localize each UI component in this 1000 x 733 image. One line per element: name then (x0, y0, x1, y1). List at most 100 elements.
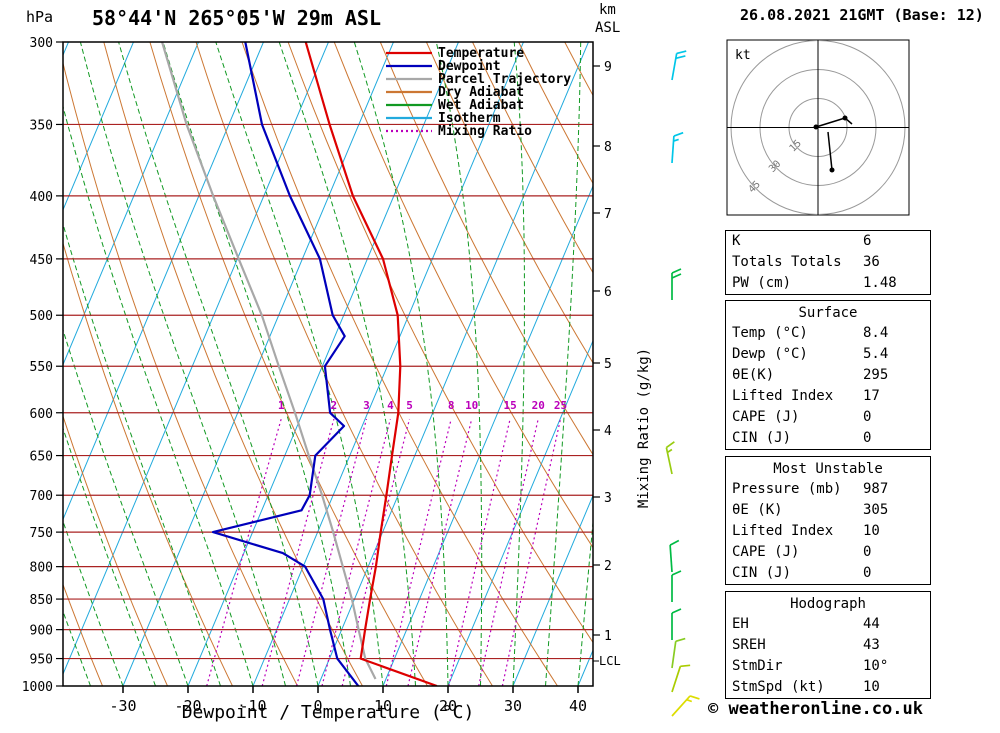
station-title: 58°44'N 265°05'W 29m ASL (92, 6, 381, 30)
mixing-ratio-value: 8 (448, 399, 455, 412)
wind-barb (669, 539, 680, 573)
table-row: Temp (°C) 8.4 (726, 323, 930, 344)
plot-frame (62, 41, 594, 687)
lcl-label: LCL (599, 654, 621, 668)
table-row-value: 43 (863, 637, 880, 653)
table-row-value: 44 (863, 616, 880, 632)
table-row-label: CAPE (J) (732, 544, 800, 560)
table-row-label: K (732, 233, 741, 249)
wet-adiabat-line (63, 426, 156, 686)
table-row-label: Pressure (mb) (732, 481, 842, 497)
parcel-trajectory-line (161, 42, 377, 680)
isotherm-line (187, 42, 459, 686)
pressure-tick-label: 600 (30, 407, 53, 422)
wet-adiabat-line (545, 42, 582, 686)
table-row: StmDir 10° (726, 656, 930, 677)
wet-adiabat-line (118, 42, 319, 686)
pressure-tick-label: 950 (30, 653, 53, 668)
table-row: EH 44 (726, 614, 930, 635)
mixing-ratio-line (448, 418, 511, 686)
km-tick-label: 1 (604, 629, 612, 644)
isotherm-line (63, 42, 134, 212)
mixing-ratio-value: 3 (363, 399, 370, 412)
pressure-tick-label: 750 (30, 526, 53, 541)
dry-adiabat-line (425, 42, 593, 364)
table-row-value: 0 (863, 544, 872, 560)
isotherm-line (512, 494, 593, 686)
pressure-tick-label: 850 (30, 593, 53, 608)
wind-barb (671, 608, 682, 640)
isotherm-line (122, 42, 394, 686)
temp-tick-label: 10 (374, 697, 392, 715)
mixing-ratio-value: 2 (331, 399, 338, 412)
table-row-value: 295 (863, 367, 889, 383)
pressure-tick-label: 550 (30, 360, 53, 375)
mixing-ratio-line (478, 418, 539, 686)
isotherm-line (317, 42, 589, 686)
datetime-title: 26.08.2021 21GMT (Base: 12) (740, 6, 984, 24)
temp-tick-label: 0 (313, 697, 322, 715)
table-row-label: θE (K) (732, 502, 783, 518)
isotherm-line (63, 42, 329, 676)
pressure-tick-label: 1000 (22, 680, 53, 695)
wet-adiabat-line (278, 42, 416, 686)
table-row-label: StmDir (732, 658, 783, 674)
legend-label: Isotherm (438, 111, 501, 126)
legend-label: Temperature (438, 46, 524, 61)
km-tick-label: 9 (604, 60, 612, 75)
km-tick-label: 7 (604, 207, 612, 222)
table-row-value: 0 (863, 409, 872, 425)
table-row-label: Lifted Index (732, 388, 834, 404)
wind-barb (671, 664, 691, 693)
table-row: Lifted Index 17 (726, 386, 930, 407)
table-row-value: 987 (863, 481, 889, 497)
table-row: θE (K) 305 (726, 500, 930, 521)
isotherm-line (252, 42, 524, 686)
table-row: Totals Totals 36 (726, 252, 930, 273)
mixing-ratio-value: 4 (387, 399, 394, 412)
table-row-label: CIN (J) (732, 430, 792, 446)
mixing-ratio-axis-title: Mixing Ratio (g/kg) (636, 347, 652, 509)
hodograph-dot (813, 124, 819, 130)
km-tick-label: 4 (604, 424, 612, 439)
temp-tick-label: -30 (109, 697, 136, 715)
table-row-value: 6 (863, 233, 872, 249)
hodograph-unit-label: kt (735, 48, 751, 63)
table-row-value: 0 (863, 430, 872, 446)
table-row-label: Totals Totals (732, 254, 842, 270)
wind-barb (671, 695, 700, 717)
altitude-axis-unit-asl: ASL (595, 20, 621, 36)
wind-barb (671, 268, 682, 300)
table-header: Hodograph (790, 596, 866, 612)
km-tick-label: 3 (604, 491, 612, 506)
table-row-label: Dewp (°C) (732, 346, 808, 362)
legend-label: Dewpoint (438, 59, 501, 74)
legend-label: Mixing Ratio (438, 124, 532, 139)
km-tick-label: 8 (604, 140, 612, 155)
temp-tick-label: 30 (504, 697, 522, 715)
wet-adiabat-line (215, 42, 384, 686)
dry-adiabat-line (63, 61, 298, 686)
legend-label: Wet Adiabat (438, 98, 524, 113)
table-row-value: 0 (863, 565, 872, 581)
hodograph-dot (829, 167, 835, 173)
table-row-label: SREH (732, 637, 766, 653)
legend-label: Dry Adiabat (438, 85, 524, 100)
x-axis-title: Dewpoint / Temperature (°C) (181, 702, 475, 723)
copyright-link[interactable]: © weatheronline.co.uk (708, 699, 923, 719)
mixing-ratio-value: 1 (278, 399, 285, 412)
altitude-axis-unit-km: km (599, 2, 616, 18)
wet-adiabat-line (512, 42, 526, 686)
km-tick-label: 5 (604, 357, 612, 372)
table-row: CAPE (J) 0 (726, 542, 930, 563)
isotherm-line (447, 339, 593, 686)
table-row-value: 5.4 (863, 346, 889, 362)
isotherm-line (63, 42, 264, 521)
pressure-tick-label: 450 (30, 253, 53, 268)
table-row-value: 305 (863, 502, 889, 518)
wind-barb (671, 131, 684, 164)
table-row: θE(K) 295 (726, 365, 930, 386)
